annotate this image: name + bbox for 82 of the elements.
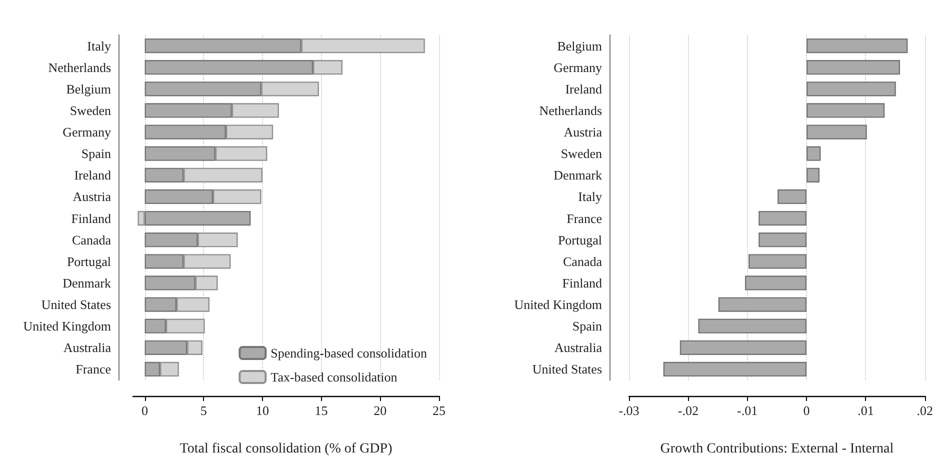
y-tick-label: Belgium xyxy=(557,38,602,54)
bar xyxy=(806,168,820,182)
x-tick-label: 10 xyxy=(256,403,269,418)
bar xyxy=(144,168,184,182)
y-tick-label: Germany xyxy=(554,60,602,75)
y-tick-label: United States xyxy=(41,297,111,312)
x-axis-title: Growth Contributions: External - Internal xyxy=(660,442,894,456)
bar xyxy=(144,340,188,355)
y-tick-label: Ireland xyxy=(565,81,602,96)
y-tick-label: United Kingdom xyxy=(23,318,111,334)
y-tick-label: Canada xyxy=(72,232,112,248)
bar xyxy=(144,103,232,118)
x-tick-label: 5 xyxy=(200,403,207,418)
y-tick-label: Netherlands xyxy=(539,102,602,118)
bar xyxy=(144,124,226,140)
bar xyxy=(748,254,807,269)
bar xyxy=(806,82,896,96)
x-tick-label: .02 xyxy=(916,403,933,418)
x-tick-label: 15 xyxy=(314,403,328,418)
bar xyxy=(806,124,867,140)
bar xyxy=(698,318,807,334)
x-tick-label: -.01 xyxy=(737,403,758,418)
y-tick-label: Sweden xyxy=(560,146,602,162)
bar xyxy=(806,60,900,75)
y-tick-label: Netherlands xyxy=(48,60,111,75)
legend-label: Spending-based consolidation xyxy=(270,346,428,360)
bar xyxy=(806,103,885,118)
bar xyxy=(778,189,807,204)
y-tick-label: France xyxy=(76,362,112,377)
y-tick-label: Finland xyxy=(71,210,112,226)
bar xyxy=(144,60,314,75)
bar xyxy=(758,232,807,248)
bar xyxy=(806,146,821,161)
y-tick-label: Italy xyxy=(578,189,602,204)
y-tick-label: France xyxy=(566,210,602,226)
bar xyxy=(744,276,807,290)
x-tick-label: -.03 xyxy=(618,403,640,418)
y-tick-label: Australia xyxy=(63,340,112,356)
bar xyxy=(144,297,177,312)
y-tick-label: Ireland xyxy=(74,168,112,183)
bar xyxy=(144,254,184,269)
bar xyxy=(144,146,216,161)
x-tick-label: -.02 xyxy=(678,403,698,418)
bar xyxy=(144,276,196,290)
x-tick-label: 0 xyxy=(803,403,810,418)
y-tick-label: Germany xyxy=(62,124,112,140)
bar xyxy=(144,232,198,248)
bar xyxy=(680,340,807,355)
bar xyxy=(718,297,807,312)
y-tick-label: Australia xyxy=(554,340,602,356)
y-tick-label: Portugal xyxy=(66,254,112,269)
bar xyxy=(144,210,251,226)
bar xyxy=(144,318,166,334)
y-tick-label: Italy xyxy=(87,38,112,54)
y-tick-label: Denmark xyxy=(554,168,602,183)
y-tick-label: United Kingdom xyxy=(514,297,602,312)
y-tick-label: United States xyxy=(532,362,602,377)
y-tick-label: Belgium xyxy=(66,81,111,96)
y-tick-label: Spain xyxy=(572,318,602,334)
y-tick-label: Portugal xyxy=(558,232,602,248)
y-tick-label: Austria xyxy=(564,124,602,140)
y-tick-label: Denmark xyxy=(62,275,112,290)
y-tick-label: Canada xyxy=(563,254,602,269)
x-tick-label: 25 xyxy=(432,403,446,418)
y-tick-label: Sweden xyxy=(70,102,112,118)
bar xyxy=(144,362,160,377)
bar xyxy=(144,38,302,54)
bar xyxy=(758,210,807,226)
bar xyxy=(160,362,179,377)
bar xyxy=(144,189,214,204)
bar xyxy=(144,82,262,96)
y-tick-label: Finland xyxy=(562,275,602,290)
legend-label: Tax-based consolidation xyxy=(270,370,398,384)
x-axis-title: Total fiscal consolidation (% of GDP) xyxy=(180,442,393,456)
x-tick-label: .01 xyxy=(858,403,874,418)
bar xyxy=(806,38,908,54)
bar xyxy=(138,210,145,226)
x-tick-label: 20 xyxy=(374,403,387,418)
bar xyxy=(663,362,807,377)
y-tick-label: Spain xyxy=(81,146,112,162)
x-tick-label: 0 xyxy=(142,403,148,418)
y-tick-label: Austria xyxy=(72,189,112,204)
